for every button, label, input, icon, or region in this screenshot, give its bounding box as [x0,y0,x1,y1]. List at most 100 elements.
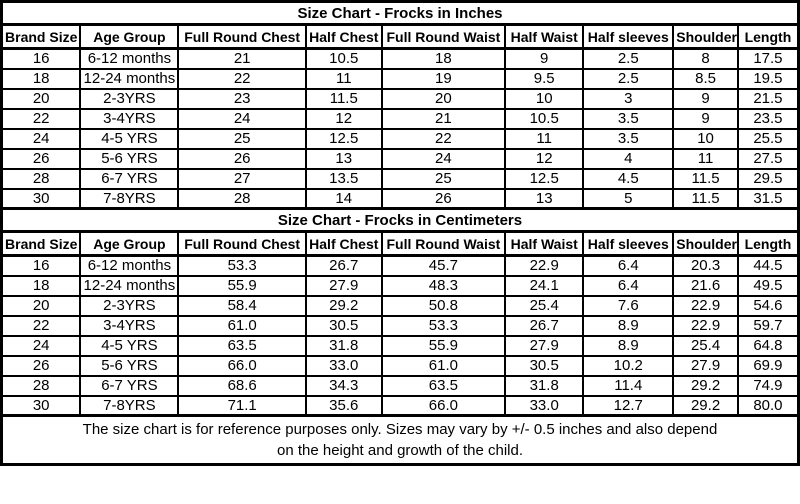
table-cell: 33.0 [504,394,585,417]
table-cell: 22 [177,67,307,90]
table-cell: 11.5 [304,87,383,110]
table-cell: 8.9 [582,334,675,357]
cm-header-row: Brand Size Age Group Full Round Chest Half … [0,230,800,257]
table-cell: 12-24 months [79,274,180,297]
table-cell: 21.6 [672,274,739,297]
table-row: 16 6-12 months 21 10.5 18 9 2.5 8 17.5 [0,47,800,70]
table-cell: 44.5 [736,254,800,277]
table-cell: 25 [380,167,507,190]
cm-section-head: Size Chart - Frocks in Centimeters Brand… [0,207,800,257]
table-cell: 53.3 [380,314,507,337]
table-cell: 24 [0,127,82,150]
table-cell: 13 [504,187,585,210]
table-cell: 10.5 [304,47,383,70]
table-cell: 25 [177,127,307,150]
table-cell: 22 [0,314,82,337]
table-cell: 3.5 [582,107,675,130]
column-header: Half sleeves [582,230,675,257]
table-cell: 29.2 [672,374,739,397]
table-cell: 3.5 [582,127,675,150]
table-cell: 25.4 [504,294,585,317]
table-cell: 30 [0,394,82,417]
table-cell: 7.6 [582,294,675,317]
table-cell: 8.9 [582,314,675,337]
table-cell: 11 [304,67,383,90]
size-chart-table: Size Chart - Frocks in Inches Brand Size… [0,0,800,466]
table-row: 26 5-6 YRS 66.0 33.0 61.0 30.5 10.2 27.9 69.9 [0,354,800,377]
table-row: 16 6-12 months 53.3 26.7 45.7 22.9 6.4 20.3 44.5 [0,254,800,277]
table-cell: 31.5 [736,187,800,210]
table-cell: 9 [672,87,739,110]
table-row: 24 4-5 YRS 63.5 31.8 55.9 27.9 8.9 25.4 64.8 [0,334,800,357]
table-cell: 48.3 [380,274,507,297]
table-cell: 26 [380,187,507,210]
table-cell: 61.0 [380,354,507,377]
footer-section: The size chart is for reference purposes… [0,414,800,466]
table-cell: 6-7 YRS [79,167,180,190]
column-header: Age Group [79,23,180,50]
table-cell: 2.5 [582,67,675,90]
column-header: Length [736,230,800,257]
column-header: Full Round Waist [380,23,507,50]
table-cell: 20 [0,294,82,317]
table-cell: 11.5 [672,167,739,190]
table-cell: 23 [177,87,307,110]
column-header: Full Round Chest [177,23,307,50]
table-cell: 13 [304,147,383,170]
table-cell: 16 [0,47,82,70]
table-cell: 74.9 [736,374,800,397]
table-cell: 8 [672,47,739,70]
table-cell: 12.5 [504,167,585,190]
table-cell: 29.2 [672,394,739,417]
table-cell: 27.9 [504,334,585,357]
table-cell: 35.6 [304,394,383,417]
table-cell: 31.8 [304,334,383,357]
footer-line-2: on the height and growth of the child. [276,442,523,459]
table-cell: 6.4 [582,274,675,297]
column-header: Half sleeves [582,23,675,50]
table-cell: 9 [504,47,585,70]
table-cell: 13.5 [304,167,383,190]
table-cell: 30.5 [504,354,585,377]
table-cell: 66.0 [177,354,307,377]
table-row: 20 2-3YRS 58.4 29.2 50.8 25.4 7.6 22.9 54.6 [0,294,800,317]
table-cell: 16 [0,254,82,277]
table-cell: 24 [380,147,507,170]
table-cell: 29.2 [304,294,383,317]
table-row: 22 3-4YRS 24 12 21 10.5 3.5 9 23.5 [0,107,800,130]
table-cell: 19.5 [736,67,800,90]
table-cell: 8.5 [672,67,739,90]
table-cell: 25.4 [672,334,739,357]
table-cell: 2-3YRS [79,294,180,317]
table-cell: 5-6 YRS [79,147,180,170]
table-cell: 26.7 [504,314,585,337]
column-header: Half Chest [304,230,383,257]
footer-note: The size chart is for reference purposes… [0,414,800,466]
table-row: 22 3-4YRS 61.0 30.5 53.3 26.7 8.9 22.9 59.7 [0,314,800,337]
table-cell: 28 [177,187,307,210]
table-row: 20 2-3YRS 23 11.5 20 10 3 9 21.5 [0,87,800,110]
table-cell: 27 [177,167,307,190]
table-cell: 7-8YRS [79,394,180,417]
table-cell: 26 [0,147,82,170]
table-cell: 28 [0,374,82,397]
table-cell: 29.5 [736,167,800,190]
table-cell: 10 [504,87,585,110]
table-cell: 18 [0,67,82,90]
inches-title-row: Size Chart - Frocks in Inches [0,0,800,26]
table-row: 18 12-24 months 55.9 27.9 48.3 24.1 6.4 21.6 49.… [0,274,800,297]
table-cell: 11.5 [672,187,739,210]
table-cell: 2.5 [582,47,675,70]
table-cell: 21.5 [736,87,800,110]
table-cell: 24 [177,107,307,130]
table-row: 24 4-5 YRS 25 12.5 22 11 3.5 10 25.5 [0,127,800,150]
table-row: 28 6-7 YRS 68.6 34.3 63.5 31.8 11.4 29.2 74.9 [0,374,800,397]
table-cell: 11.4 [582,374,675,397]
table-cell: 34.3 [304,374,383,397]
table-cell: 9 [672,107,739,130]
table-cell: 45.7 [380,254,507,277]
cm-rows: 16 6-12 months 53.3 26.7 45.7 22.9 6.4 20.3 44.5… [0,254,800,417]
table-cell: 20 [380,87,507,110]
table-cell: 3-4YRS [79,107,180,130]
